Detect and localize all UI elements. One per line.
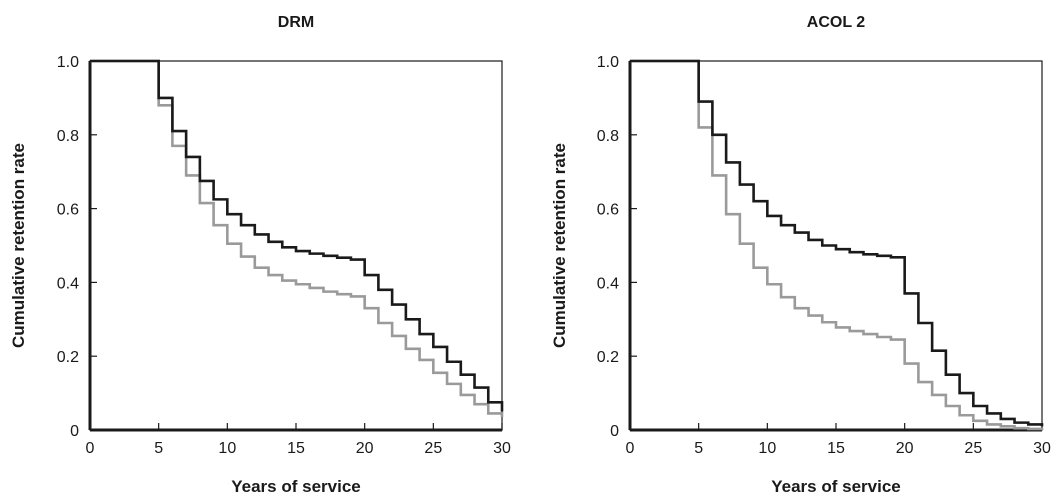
y-tick-label: 0 — [70, 423, 79, 440]
y-tick-label: 0.4 — [597, 275, 619, 292]
series-line-dark — [630, 59, 1044, 427]
x-tick-label: 5 — [694, 440, 703, 457]
x-tick-label: 0 — [86, 440, 95, 457]
y-tick-label: 1.0 — [57, 54, 79, 71]
y-axis-label: Cumulative retention rate — [550, 143, 569, 348]
x-tick-label: 30 — [493, 440, 511, 457]
x-tick-label: 0 — [626, 440, 635, 457]
chart-title: DRM — [278, 14, 314, 31]
y-tick-label: 0.6 — [597, 202, 619, 219]
x-tick-label: 10 — [758, 440, 776, 457]
x-tick-label: 15 — [287, 440, 305, 457]
x-tick-label: 15 — [827, 440, 845, 457]
y-tick-label: 0.4 — [57, 275, 79, 292]
x-axis-label: Years of service — [231, 477, 360, 496]
y-tick-label: 0 — [610, 423, 619, 440]
series-line-dark — [90, 59, 504, 412]
x-tick-label: 5 — [154, 440, 163, 457]
x-tick-label: 30 — [1033, 440, 1051, 457]
y-tick-label: 0.6 — [57, 202, 79, 219]
chart-title: ACOL 2 — [807, 14, 865, 31]
x-tick-label: 20 — [896, 440, 914, 457]
panel-acol-2: ACOL 2 0 5 10 15 20 25 30 0 0.2 0.4 0.6 0.8 1.0 Years … — [550, 14, 1051, 496]
series-line-gray — [90, 59, 504, 418]
y-tick-label: 0.2 — [597, 349, 619, 366]
x-tick-label: 25 — [964, 440, 982, 457]
y-tick-label: 1.0 — [597, 54, 619, 71]
panel-drm: DRM 0 5 10 15 20 25 30 0 0.2 0.4 0.6 0.8 1.0 Years of … — [9, 14, 511, 496]
x-tick-label: 25 — [424, 440, 442, 457]
y-tick-label: 0.2 — [57, 349, 79, 366]
plot-frame — [89, 60, 503, 431]
y-axis-label: Cumulative retention rate — [9, 143, 28, 348]
y-tick-label: 0.8 — [597, 128, 619, 145]
series-line-gray — [630, 59, 1044, 431]
x-tick-label: 10 — [218, 440, 236, 457]
y-tick-label: 0.8 — [57, 128, 79, 145]
x-tick-label: 20 — [356, 440, 374, 457]
x-axis-label: Years of service — [771, 477, 900, 496]
